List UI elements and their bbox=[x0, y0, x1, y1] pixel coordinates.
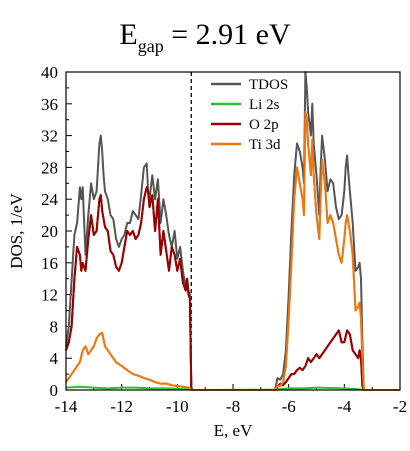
plot-frame bbox=[65, 71, 401, 391]
series-line-ti-3d bbox=[65, 110, 400, 391]
legend: TDOS Li 2s O 2p Ti 3d bbox=[211, 77, 288, 153]
legend-label: O 2p bbox=[249, 117, 279, 133]
x-tick-labels: -14 -12 -10 -8 -6 -4 -2 bbox=[55, 397, 407, 416]
chart-title: Egap = 2.91 eV bbox=[119, 18, 291, 56]
x-tick-label: -2 bbox=[393, 397, 407, 416]
x-tick-label: -8 bbox=[226, 397, 240, 416]
chart-title-text: Egap = 2.91 eV bbox=[119, 18, 291, 56]
series-line-overlay-o-2p bbox=[65, 186, 400, 391]
legend-label: Ti 3d bbox=[249, 137, 281, 153]
y-axis-label: DOS, 1/eV bbox=[7, 193, 26, 269]
title-main: E bbox=[119, 18, 137, 51]
y-tick-label: 12 bbox=[41, 286, 58, 305]
x-tick-label: -14 bbox=[55, 397, 78, 416]
series-lines bbox=[65, 71, 400, 391]
title-subscript: gap bbox=[138, 36, 164, 56]
title-rest: = 2.91 eV bbox=[164, 18, 291, 51]
y-tick-label: 28 bbox=[41, 158, 58, 177]
x-tick-label: -4 bbox=[337, 397, 352, 416]
x-axis-label: E, eV bbox=[214, 421, 253, 440]
y-tick-label: 24 bbox=[41, 190, 59, 209]
series-line-overlay-ti-3d bbox=[65, 110, 400, 391]
x-tick-label: -10 bbox=[166, 397, 189, 416]
x-tick-label: -6 bbox=[282, 397, 296, 416]
y-tick-label: 0 bbox=[50, 381, 59, 400]
y-tick-labels: 0 4 8 12 16 20 24 28 32 36 40 bbox=[41, 63, 59, 400]
y-tick-label: 36 bbox=[41, 95, 58, 114]
y-tick-label: 4 bbox=[50, 349, 59, 368]
y-tick-label: 8 bbox=[50, 317, 59, 336]
y-tick-label: 16 bbox=[41, 254, 58, 273]
y-tick-label: 20 bbox=[41, 222, 58, 241]
x-tick-label: -12 bbox=[110, 397, 133, 416]
legend-label: Li 2s bbox=[249, 97, 280, 113]
y-tick-label: 40 bbox=[41, 63, 58, 82]
y-tick-label: 32 bbox=[41, 127, 58, 146]
legend-label: TDOS bbox=[249, 77, 288, 93]
series-line-o-2p bbox=[65, 186, 400, 391]
